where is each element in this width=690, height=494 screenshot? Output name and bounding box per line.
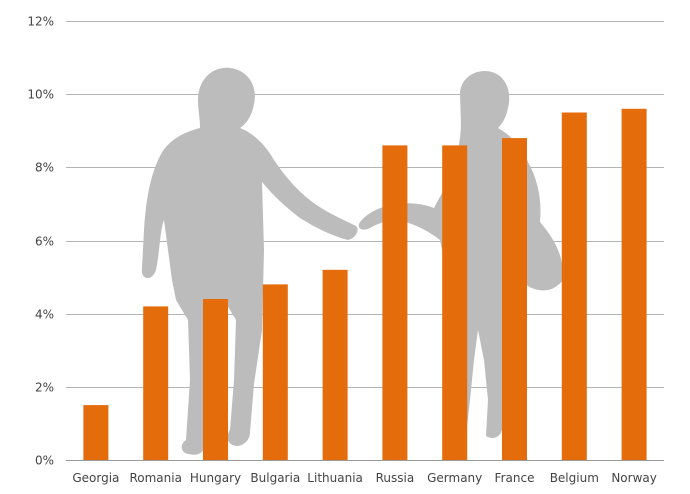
y-tick-label: 0% (35, 454, 54, 468)
bar-norway (621, 108, 647, 461)
bar-georgia (83, 405, 109, 460)
y-tick-label: 6% (35, 235, 54, 249)
y-tick-label: 2% (35, 381, 54, 395)
bar-belgium (561, 112, 587, 460)
x-category-label: Belgium (550, 471, 599, 485)
x-category-label: France (495, 471, 535, 485)
x-category-label: Hungary (190, 471, 241, 485)
bar-russia (382, 145, 408, 460)
x-category-label: Norway (611, 471, 657, 485)
y-tick-label: 8% (35, 161, 54, 175)
bar-france (502, 138, 527, 460)
bar-germany (442, 145, 468, 460)
x-category-label: Bulgaria (250, 471, 300, 485)
handbag-silhouette (520, 251, 566, 290)
y-tick-label: 4% (35, 308, 54, 322)
x-category-label: Russia (376, 471, 415, 485)
bar-bulgaria (262, 284, 288, 460)
y-axis-tick-labels: 0% 2% 4% 6% 8% 10% 12% (27, 15, 54, 468)
bar-lithuania (322, 269, 348, 460)
man-silhouette (141, 67, 358, 455)
y-tick-label: 10% (27, 88, 54, 102)
x-axis-category-labels: Georgia Romania Hungary Bulgaria Lithuania Ru… (72, 471, 656, 485)
bar-romania (143, 306, 169, 460)
x-category-label: Germany (427, 471, 482, 485)
x-category-label: Romania (129, 471, 181, 485)
bar-hungary (203, 299, 228, 460)
x-category-label: Georgia (72, 471, 119, 485)
x-category-label: Lithuania (307, 471, 363, 485)
bars (83, 108, 647, 461)
y-tick-label: 12% (27, 15, 54, 29)
